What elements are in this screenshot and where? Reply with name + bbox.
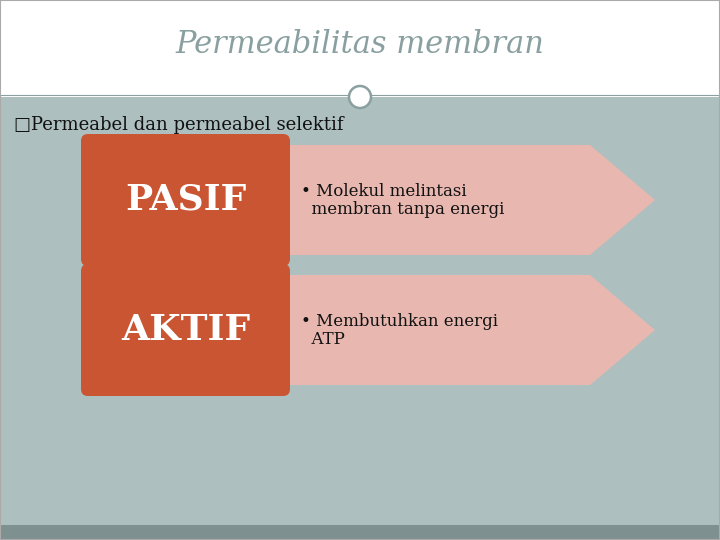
Text: AKTIF: AKTIF [121, 313, 250, 347]
Text: • Membutuhkan energi: • Membutuhkan energi [301, 313, 498, 329]
Polygon shape [590, 145, 655, 255]
Text: PASIF: PASIF [125, 183, 246, 217]
Text: • Molekul melintasi: • Molekul melintasi [301, 183, 467, 199]
Bar [0, 525, 720, 540]
FancyBboxPatch shape [81, 134, 290, 266]
Bar [90, 145, 590, 255]
Bar [90, 275, 590, 385]
Bar [0, 0, 720, 97]
Text: □Permeabel dan permeabel selektif: □Permeabel dan permeabel selektif [14, 116, 343, 134]
Polygon shape [590, 275, 655, 385]
Circle shape [349, 86, 371, 108]
Text: Permeabilitas membran: Permeabilitas membran [176, 29, 544, 60]
FancyBboxPatch shape [81, 264, 290, 396]
Text: membran tanpa energi: membran tanpa energi [301, 201, 505, 219]
Text: ATP: ATP [301, 332, 345, 348]
